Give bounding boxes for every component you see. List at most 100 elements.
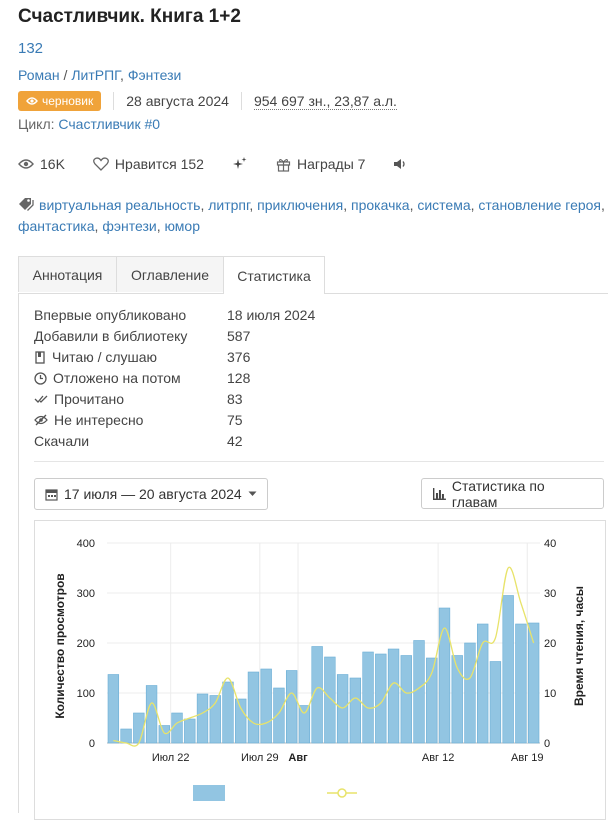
bar[interactable] xyxy=(285,670,298,744)
tag-link[interactable]: приключения xyxy=(257,197,344,213)
detail-reading: Читаю / слушаю xyxy=(34,349,157,365)
x-tick-label: Июл 29 xyxy=(241,752,279,764)
detail-label: Впервые опубликовано xyxy=(34,307,187,323)
bar[interactable] xyxy=(311,646,323,744)
bar[interactable] xyxy=(464,642,476,744)
awards-button[interactable]: Награды 7 xyxy=(276,156,365,172)
detail-label: Прочитано xyxy=(54,391,124,407)
bar[interactable] xyxy=(273,687,285,744)
bar[interactable] xyxy=(158,725,170,744)
bar[interactable] xyxy=(515,623,527,744)
awards-label: Награды 7 xyxy=(296,156,366,172)
tab-contents[interactable]: Оглавление xyxy=(116,256,224,292)
detail-label: Отложено на потом xyxy=(53,370,181,386)
bar[interactable] xyxy=(145,685,158,744)
genre-link-litrpg[interactable]: ЛитРПГ xyxy=(71,67,121,83)
divider xyxy=(34,461,604,462)
bar[interactable] xyxy=(235,698,247,744)
bar[interactable] xyxy=(527,622,540,744)
bar[interactable] xyxy=(349,677,362,744)
bar[interactable] xyxy=(502,595,514,744)
check-icon xyxy=(34,395,48,403)
eye-off-icon xyxy=(34,414,48,426)
book-number-link[interactable]: 132 xyxy=(18,40,44,57)
genre-link-fantasy[interactable]: Фэнтези xyxy=(127,67,182,83)
calendar-icon xyxy=(45,488,58,501)
sparkle-button[interactable] xyxy=(232,156,248,172)
detail-finished: Прочитано xyxy=(34,391,124,407)
audio-button[interactable] xyxy=(393,158,407,170)
genre-link-main[interactable]: Роман xyxy=(18,67,60,83)
bar[interactable] xyxy=(298,705,311,744)
y2-tick-label: 40 xyxy=(544,538,556,550)
bar[interactable] xyxy=(324,656,336,744)
y2-axis-label: Время чтения, часы xyxy=(572,586,586,706)
date-range-label: 17 июля — 20 августа 2024 xyxy=(64,486,242,502)
y-axis-label: Количество просмотров xyxy=(53,573,67,718)
cycle-link[interactable]: Счастливчик #0 xyxy=(58,116,161,132)
bar[interactable] xyxy=(260,668,272,744)
detail-value: 42 xyxy=(227,433,243,449)
bar[interactable] xyxy=(247,671,260,744)
bar[interactable] xyxy=(222,681,234,744)
statistics-panel: Впервые опубликовано 18 июля 2024 Добави… xyxy=(18,293,608,820)
genre-comma: , xyxy=(120,67,124,83)
y2-tick-label: 30 xyxy=(544,588,556,600)
tag-link[interactable]: виртуальная реальность xyxy=(39,197,201,213)
heart-icon xyxy=(93,157,109,171)
bar[interactable] xyxy=(387,648,400,744)
bar[interactable] xyxy=(196,693,209,744)
divider xyxy=(240,92,242,110)
tag-link[interactable]: юмор xyxy=(164,218,201,234)
tab-statistics[interactable]: Статистика xyxy=(223,256,325,294)
book-icon xyxy=(35,350,45,364)
tag-link[interactable]: система xyxy=(417,197,471,213)
bar[interactable] xyxy=(477,623,489,744)
divider xyxy=(113,92,115,110)
bar[interactable] xyxy=(489,661,502,744)
like-button[interactable]: Нравится 152 xyxy=(93,156,204,172)
y-tick-label: 0 xyxy=(89,738,95,750)
tag-link[interactable]: фантастика xyxy=(18,218,95,234)
legend-reading-marker[interactable] xyxy=(337,788,347,798)
bar[interactable] xyxy=(184,718,196,744)
bar[interactable] xyxy=(451,655,463,744)
bar[interactable] xyxy=(133,712,145,744)
tag-link[interactable]: литрпг xyxy=(208,197,250,213)
sparkle-icon xyxy=(232,157,247,169)
bar[interactable] xyxy=(107,674,120,744)
clock-icon xyxy=(34,371,47,385)
tag-link[interactable]: прокачка xyxy=(351,197,410,213)
x-tick-label: Авг 19 xyxy=(511,752,543,764)
eye-icon xyxy=(18,159,34,169)
detail-value: 75 xyxy=(227,412,243,428)
bar[interactable] xyxy=(413,640,425,744)
book-title: Счастливчик. Книга 1+2 xyxy=(18,6,241,27)
book-size[interactable]: 954 697 зн., 23,87 а.л. xyxy=(253,92,397,110)
bar[interactable] xyxy=(438,607,451,744)
bar[interactable] xyxy=(375,653,387,744)
genre-separator: / xyxy=(63,67,68,83)
tags: виртуальная реальность, литрпг, приключе… xyxy=(18,197,605,234)
chapter-stats-button[interactable]: Статистика по главам xyxy=(421,478,604,510)
x-tick-label: Авг 12 xyxy=(422,752,454,764)
bar[interactable] xyxy=(336,674,349,744)
tag-link[interactable]: становление героя xyxy=(478,197,602,213)
bar[interactable] xyxy=(426,657,438,744)
tab-annotation[interactable]: Аннотация xyxy=(18,256,117,292)
bar[interactable] xyxy=(120,728,132,744)
tag-link[interactable]: фэнтези xyxy=(102,218,157,234)
legend-views-swatch[interactable] xyxy=(193,785,225,801)
x-tick-label: Июл 22 xyxy=(152,752,190,764)
bar[interactable] xyxy=(209,695,221,744)
date-range-picker[interactable]: 17 июля — 20 августа 2024 xyxy=(34,478,268,510)
bar[interactable] xyxy=(362,651,374,744)
chart-container: 0 100 200 300 400 0 10 20 30 40 Июл 22 Июл 29 Авг А… xyxy=(34,520,606,820)
bar[interactable] xyxy=(171,712,183,744)
detail-value: 128 xyxy=(227,370,251,386)
speaker-icon xyxy=(394,159,406,169)
bar[interactable] xyxy=(400,655,412,744)
views-stat: 16K xyxy=(18,156,65,172)
detail-downloaded: Скачали xyxy=(34,433,89,449)
tabs: Аннотация Оглавление Статистика xyxy=(18,256,608,294)
